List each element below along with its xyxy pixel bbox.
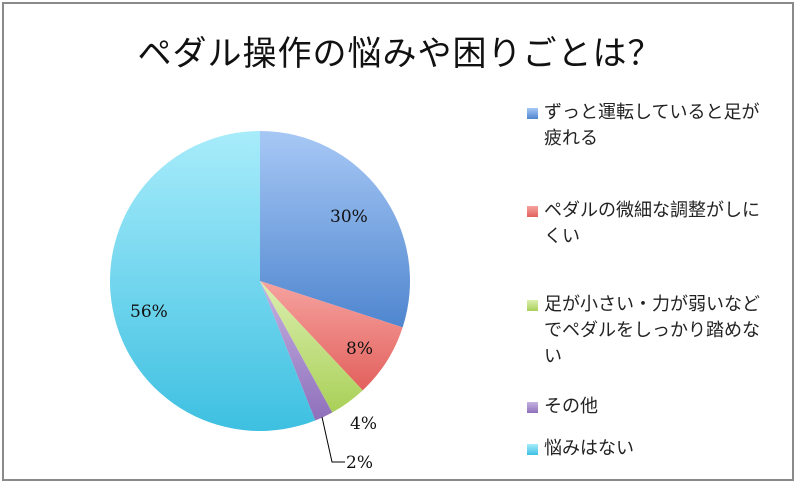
slice-label: 30% (330, 207, 368, 227)
chart-title: ペダル操作の悩みや困りごとは？ (137, 34, 663, 74)
slice-label: 8% (346, 339, 373, 359)
legend-item: その他 (527, 394, 769, 420)
pie-slice (260, 281, 403, 391)
legend-item: ペダルの微細な調整がしにくい (527, 198, 769, 250)
slice-label: 2% (346, 453, 373, 473)
legend-swatch-icon (527, 300, 538, 311)
slice-label: 56% (130, 302, 168, 322)
pie-slice (260, 281, 363, 413)
legend-item: 悩みはない (527, 436, 769, 462)
pie-slice (110, 131, 316, 431)
leader-line (321, 416, 345, 463)
legend-item: ずっと運転していると足が疲れる (527, 100, 769, 152)
legend-swatch-icon (527, 444, 538, 455)
pie-slice (260, 131, 410, 328)
legend-swatch-icon (527, 108, 538, 119)
legend-swatch-icon (527, 206, 538, 217)
legend-swatch-icon (527, 402, 538, 413)
legend-item: 足が小さい・力が弱いなどでペダルをしっかり踏めない (527, 292, 769, 370)
pie-slice (260, 281, 333, 421)
slice-label: 4% (350, 414, 377, 434)
